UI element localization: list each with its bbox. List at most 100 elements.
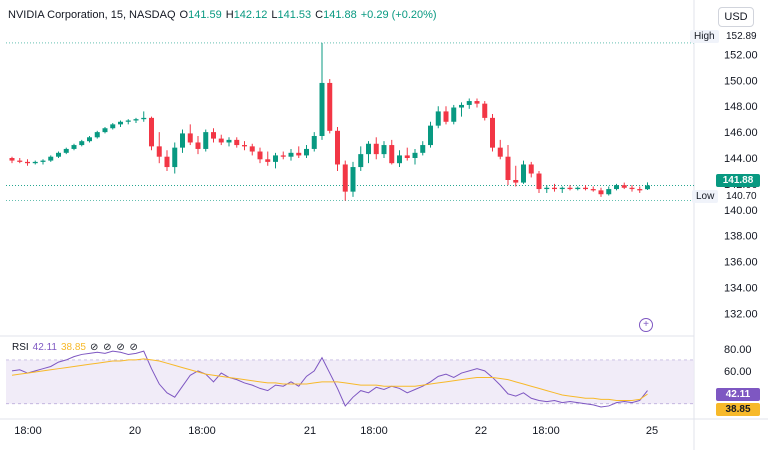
- close-label: C: [315, 9, 324, 21]
- candle-body: [304, 148, 309, 156]
- symbol-title: NVIDIA Corporation, 15, NASDAQ: [8, 9, 176, 21]
- ohlc-low: L141.53: [271, 9, 311, 21]
- rsi-tick-label: 60.00: [724, 366, 752, 378]
- candle-body: [590, 189, 596, 191]
- time-tick-label: 18:00: [188, 425, 216, 437]
- candle-body: [505, 156, 511, 180]
- candle-body: [428, 125, 433, 146]
- high-tag-value: 152.89: [726, 31, 757, 42]
- candle-body: [273, 155, 278, 162]
- candle-body: [645, 185, 650, 190]
- candle-body: [172, 147, 178, 168]
- candle-body: [110, 124, 116, 129]
- candle-body: [497, 147, 503, 157]
- currency-button[interactable]: USD: [718, 7, 754, 27]
- candle-body: [420, 145, 426, 153]
- candle-body: [373, 143, 379, 155]
- price-tick-label: 136.00: [724, 257, 758, 269]
- candle-body: [187, 133, 193, 143]
- open-label: O: [179, 9, 189, 21]
- close-value: 141.88: [323, 9, 357, 21]
- low-label: L: [271, 9, 278, 21]
- candle-body: [203, 132, 209, 149]
- candle-body: [164, 156, 170, 168]
- candle-body: [79, 141, 85, 146]
- candle-body: [195, 142, 201, 149]
- rsi-band: [6, 359, 694, 404]
- high-label: H: [225, 9, 234, 21]
- rsi-ma-value: 38.85: [60, 342, 86, 353]
- candle-body: [149, 117, 154, 147]
- candle-body: [87, 137, 92, 142]
- high-tag-label: High: [690, 30, 719, 43]
- rsi-legend: RSI 42.11 38.85 ⊘ ⊘ ⊘ ⊘: [12, 342, 139, 353]
- candle-body: [288, 152, 294, 157]
- candle-body: [381, 145, 387, 155]
- low-tag-label: Low: [692, 190, 719, 203]
- candle-body: [621, 185, 627, 188]
- candle-body: [48, 156, 54, 161]
- time-tick-label: 18:00: [14, 425, 42, 437]
- rsi-label: RSI: [12, 342, 29, 353]
- candle-body: [474, 101, 480, 104]
- candle-body: [521, 164, 526, 183]
- candle-body: [118, 121, 123, 125]
- candle-body: [629, 187, 635, 190]
- candle-body: [544, 187, 550, 190]
- candle-body: [614, 185, 619, 190]
- candle-body: [490, 117, 495, 148]
- candle-body: [180, 133, 185, 148]
- price-tick-label: 152.00: [724, 49, 758, 61]
- price-change: +0.29 (+0.20%): [360, 9, 437, 21]
- candle-body: [513, 180, 519, 183]
- candle-body: [459, 104, 464, 108]
- candle-body: [319, 82, 325, 136]
- candle-body: [265, 159, 271, 162]
- high-value: 142.12: [233, 9, 268, 21]
- candle-body: [583, 187, 588, 190]
- candle-body: [311, 136, 317, 149]
- rsi-tick-label: 80.00: [724, 344, 752, 356]
- candle-body: [141, 117, 147, 120]
- ohlc-high: H142.12: [226, 9, 268, 21]
- candle-body: [342, 164, 348, 192]
- price-tick-label: 146.00: [724, 127, 758, 139]
- price-tick-label: 144.00: [724, 153, 758, 165]
- candle-body: [637, 189, 643, 191]
- candle-body: [156, 146, 162, 157]
- candle-body: [242, 145, 247, 147]
- plus-circle-icon[interactable]: +: [639, 318, 653, 332]
- candle-body: [335, 130, 340, 165]
- ohlc-open: O141.59: [180, 9, 222, 21]
- candle-body: [125, 120, 131, 122]
- low-tag-value: 140.70: [726, 191, 757, 202]
- rsi-value: 42.11: [32, 342, 57, 353]
- candle-body: [32, 161, 38, 164]
- candle-body: [63, 148, 69, 153]
- last-price-tag: 141.88: [716, 174, 760, 187]
- open-value: 141.59: [188, 9, 222, 21]
- time-tick-label: 22: [475, 425, 487, 437]
- price-tick-label: 134.00: [724, 282, 758, 294]
- candle-body: [404, 155, 410, 158]
- price-tick-label: 138.00: [724, 231, 758, 243]
- candle-body: [249, 146, 255, 152]
- candle-body: [234, 139, 240, 146]
- candle-body: [366, 143, 371, 155]
- candle-body: [296, 152, 302, 156]
- ohlc-close: C141.88: [315, 9, 357, 21]
- rsi-value-tag: 42.11: [716, 388, 760, 401]
- candle-body: [133, 119, 139, 121]
- candle-body: [397, 155, 402, 164]
- candle-body: [552, 187, 557, 190]
- candle-body: [412, 152, 418, 158]
- candle-body: [9, 158, 15, 161]
- candle-body: [389, 145, 395, 164]
- candle-body: [17, 160, 23, 162]
- candle-body: [606, 189, 612, 195]
- candle-body: [358, 154, 364, 168]
- candle-body: [40, 160, 46, 162]
- rsi-settings-icons[interactable]: ⊘ ⊘ ⊘ ⊘: [90, 342, 139, 353]
